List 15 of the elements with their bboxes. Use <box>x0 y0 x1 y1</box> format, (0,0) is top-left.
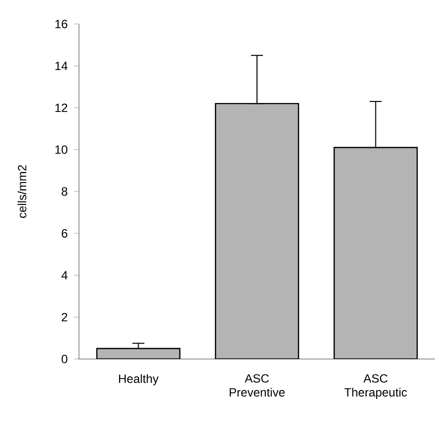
y-tick-label: 8 <box>62 187 68 196</box>
x-tick-label: ASC Preventive <box>230 374 285 397</box>
y-tick-label: 0 <box>62 354 68 364</box>
y-tick-label: 16 <box>55 20 68 28</box>
y-tick-label: 2 <box>62 312 68 322</box>
x-tick-label: Healthy <box>119 374 159 386</box>
y-tick-label: 12 <box>55 104 68 112</box>
y-tick-label: 14 <box>55 62 68 70</box>
y-axis-title: cells/mm2 <box>18 165 26 218</box>
y-tick-label: 6 <box>62 229 68 238</box>
bar <box>214 102 300 359</box>
x-tick-label: ASC Therapeutic <box>344 374 407 399</box>
y-tick-label: 4 <box>61 271 68 280</box>
y-tick-label: 10 <box>55 145 68 154</box>
bar <box>334 146 418 359</box>
